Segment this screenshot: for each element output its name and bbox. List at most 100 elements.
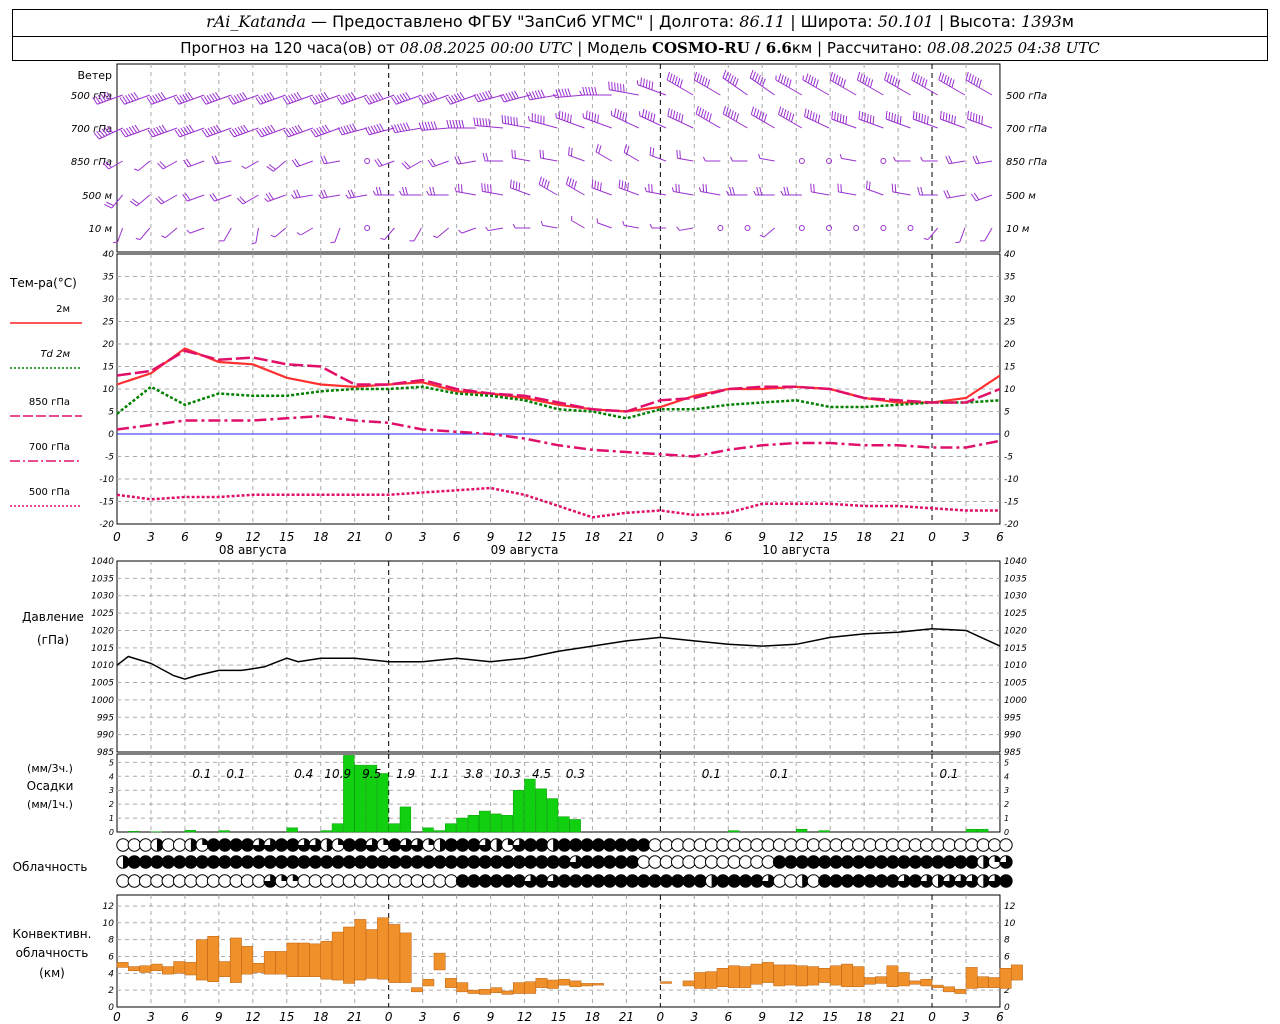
wind-barb-shaft [321, 194, 341, 199]
cloud-cover-symbol [682, 874, 696, 888]
cloud-cover-symbol [138, 874, 153, 888]
wind-barb-feather [396, 95, 403, 103]
wind-barb-feather [376, 124, 382, 132]
wind-barb-feather [510, 116, 512, 125]
cloud-cover-symbol [489, 874, 504, 888]
header-sep: | [790, 12, 796, 31]
wind-barb-shaft [749, 77, 775, 96]
cloud-cover-symbol [727, 855, 741, 869]
wind-barb-feather [676, 226, 680, 231]
wind-barb-shaft [261, 127, 286, 138]
cloud-cover-symbol [240, 838, 255, 852]
cloud-cover-fill [263, 838, 277, 852]
wind-barb-feather [261, 127, 268, 136]
precip-total-label: 3.8 [464, 767, 483, 781]
cloud-cover-symbol [127, 838, 142, 852]
wind-level-label-left: 10 м [89, 224, 113, 235]
wind-barb-shaft [482, 190, 504, 196]
wind-barb-feather [626, 145, 630, 155]
precip-total-label: 9.5 [362, 767, 381, 781]
wind-barb-feather [113, 241, 118, 244]
cloud-cover-symbol [365, 855, 379, 869]
wind-barb-feather [622, 112, 625, 121]
wind-barb-feather [599, 182, 602, 191]
pressure-ytick-right: 1010 [1004, 661, 1027, 671]
conv-cloud-bar [150, 963, 163, 972]
wind-barb-feather [891, 183, 894, 192]
cloud-cover-symbol [953, 855, 968, 869]
wind-barb [912, 110, 938, 129]
wind-barb-feather [674, 76, 678, 85]
cloud-cover-symbol [535, 874, 549, 888]
wind-barb-feather [729, 75, 734, 84]
wind-barb-feather [807, 74, 811, 84]
cloud-cover-symbol [501, 874, 515, 888]
wind-barb-shaft [341, 94, 368, 105]
wind-barb-feather [97, 95, 104, 103]
cloud-cover-fill [190, 838, 198, 852]
wind-barb-feather [597, 181, 599, 190]
wind-barb-feather [727, 108, 732, 118]
cloud-cover-symbol [999, 838, 1013, 852]
wind-barb-feather [473, 117, 476, 126]
wind-barb-feather [350, 91, 357, 100]
wind-barb-feather [945, 156, 950, 164]
header-box: rAi_Katanda — Предоставлено ФГБУ "ЗапСиб… [12, 9, 1268, 61]
wind-barb-feather [611, 82, 613, 91]
wind-barb [955, 227, 966, 244]
conv-cloud-bar [954, 989, 967, 994]
wind-barb-feather [698, 107, 702, 116]
wind-barb-feather [180, 127, 186, 136]
wind-barb-feather [515, 181, 518, 190]
wind-barb-feather [955, 241, 960, 244]
pressure-ytick-left: 1010 [91, 661, 114, 671]
wind-barb-shaft [556, 117, 585, 129]
cloud-cover-fill [524, 874, 537, 888]
wind-barb [758, 153, 775, 162]
wind-barb-feather [119, 97, 125, 105]
wind-barb [753, 186, 775, 196]
precip-total-label: 0.1 [939, 767, 958, 781]
wind-barb-feather [397, 123, 402, 132]
wind-barb [667, 107, 694, 129]
wind-title: Ветер [78, 69, 112, 82]
temp-series-line [116, 385, 1001, 420]
precip-ytick-left: 5 [109, 758, 114, 767]
wind-barb-feather [350, 189, 355, 198]
wind-barb [552, 88, 585, 99]
cloud-cover-fill [479, 838, 492, 852]
wind-barb-feather [969, 111, 972, 121]
precip-total-label: 1.1 [430, 767, 449, 781]
wind-barb-feather [894, 113, 896, 123]
wind-barb-feather [675, 183, 677, 193]
wind-barb [282, 91, 314, 105]
wind-barb-feather [291, 194, 295, 199]
wind-barb-feather [845, 115, 848, 125]
wind-barb-feather [476, 117, 479, 126]
wind-level-label-right: 850 гПа [1006, 157, 1047, 168]
cloud-cover-symbol [874, 855, 889, 869]
cloud-cover-symbol [761, 838, 775, 852]
wind-barb [458, 227, 477, 234]
wind-barb-feather [514, 90, 520, 99]
wind-barb-feather [182, 194, 188, 202]
wind-barb-shaft [139, 227, 151, 240]
cloud-cover-symbol [852, 874, 866, 888]
precip-total-label: 10.3 [494, 767, 521, 781]
wind-barb-feather [752, 71, 756, 80]
conv-time-axis-label: 3 [962, 1010, 970, 1024]
conv-cloud-bar [773, 964, 786, 987]
temp-legend-label: Td 2м [40, 349, 70, 360]
cloud-cover-symbol [886, 838, 900, 852]
wind-barb-feather [149, 96, 155, 104]
wind-barb-feather [96, 131, 103, 139]
wind-barb-shaft [178, 94, 205, 105]
wind-barb-feather [948, 77, 953, 87]
precip-bar [286, 827, 298, 833]
wind-barb [884, 71, 911, 96]
pressure-ytick-left: 1025 [91, 609, 114, 619]
model-unit: км [791, 39, 813, 57]
precip-ytick-right: 3 [1004, 786, 1009, 795]
time-axis-hour-label: 6 [724, 530, 732, 544]
